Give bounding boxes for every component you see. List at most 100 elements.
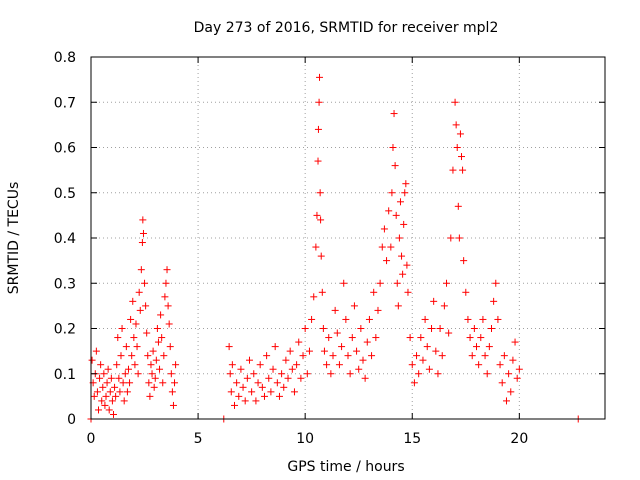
data-point <box>128 352 136 360</box>
data-point <box>434 370 442 378</box>
data-point <box>458 153 466 161</box>
data-point <box>380 225 388 233</box>
y-tick-label: 0.4 <box>54 231 76 247</box>
data-point <box>447 234 455 242</box>
data-point <box>374 306 382 314</box>
data-point <box>455 234 463 242</box>
data-point <box>237 365 245 373</box>
x-axis-label: GPS time / hours <box>287 459 404 475</box>
data-point <box>254 379 262 387</box>
data-point <box>139 229 147 237</box>
data-point <box>417 334 425 342</box>
data-point <box>156 365 164 373</box>
data-point <box>494 315 502 323</box>
data-point <box>413 352 421 360</box>
data-point <box>355 365 363 373</box>
data-point <box>308 315 316 323</box>
data-point <box>323 361 331 369</box>
data-point <box>436 325 444 332</box>
data-point <box>157 311 165 319</box>
data-point <box>107 374 115 382</box>
data-point <box>466 334 474 342</box>
data-point <box>346 370 354 378</box>
y-tick-label: 0.3 <box>54 276 76 292</box>
data-point <box>134 370 142 378</box>
data-point <box>267 388 275 396</box>
data-point <box>406 334 414 342</box>
data-point <box>171 379 179 387</box>
data-point <box>368 352 376 360</box>
data-point <box>133 343 141 351</box>
data-point <box>315 98 323 106</box>
data-point <box>265 374 273 382</box>
data-point <box>390 110 398 118</box>
data-point <box>421 315 429 323</box>
data-point <box>142 302 150 310</box>
data-point <box>400 220 408 228</box>
data-point <box>98 397 106 405</box>
data-point <box>320 347 328 355</box>
data-point <box>263 352 271 360</box>
y-axis-ticks: 0 0.1 0.2 0.3 0.4 0.5 0.6 0.7 0.8 <box>54 50 605 428</box>
data-point <box>509 356 517 364</box>
data-point <box>233 379 241 387</box>
data-points <box>87 73 582 423</box>
data-point <box>284 374 292 382</box>
x-tick-label: 5 <box>194 431 203 447</box>
data-point <box>290 388 298 396</box>
data-point <box>282 356 290 364</box>
data-point <box>454 202 462 210</box>
data-point <box>123 388 131 396</box>
data-point <box>122 343 130 351</box>
x-tick-label: 10 <box>296 431 314 447</box>
data-point <box>312 243 320 251</box>
data-point <box>415 370 423 378</box>
y-tick-label: 0.7 <box>54 95 76 111</box>
data-point <box>111 383 119 391</box>
x-tick-label: 15 <box>403 431 421 447</box>
data-point <box>103 379 111 387</box>
data-point <box>331 306 339 314</box>
data-point <box>372 334 380 342</box>
data-point <box>138 239 146 247</box>
chart-title: Day 273 of 2016, SRMTID for receiver mpl… <box>194 20 499 36</box>
data-point <box>394 302 402 310</box>
data-point <box>363 338 371 346</box>
data-point <box>258 383 266 391</box>
data-point <box>143 329 151 337</box>
data-point <box>92 347 100 355</box>
data-point <box>243 374 251 382</box>
data-point <box>462 288 470 296</box>
data-point <box>398 252 406 260</box>
data-point <box>498 379 506 387</box>
data-point <box>148 370 156 378</box>
data-point <box>329 352 337 360</box>
data-point <box>145 379 153 387</box>
data-point <box>275 392 283 400</box>
data-point <box>132 320 140 328</box>
data-point <box>313 211 321 219</box>
data-point <box>410 379 418 387</box>
data-point <box>154 338 162 346</box>
y-tick-label: 0.1 <box>54 367 76 383</box>
data-point <box>310 293 318 301</box>
data-point <box>388 189 396 197</box>
data-point <box>316 73 324 81</box>
data-point <box>392 211 400 219</box>
data-point <box>136 306 144 314</box>
data-point <box>260 392 268 400</box>
data-point <box>481 352 489 360</box>
x-axis-ticks: 0 5 10 15 20 <box>87 57 528 447</box>
data-point <box>127 315 135 323</box>
data-point <box>314 125 322 133</box>
data-point <box>365 315 373 323</box>
data-point <box>165 320 173 328</box>
data-point <box>96 374 104 382</box>
data-point <box>101 401 109 409</box>
data-point <box>130 334 138 342</box>
data-point <box>235 392 243 400</box>
y-tick-label: 0 <box>67 412 76 428</box>
data-point <box>112 392 120 400</box>
data-point <box>109 410 117 418</box>
